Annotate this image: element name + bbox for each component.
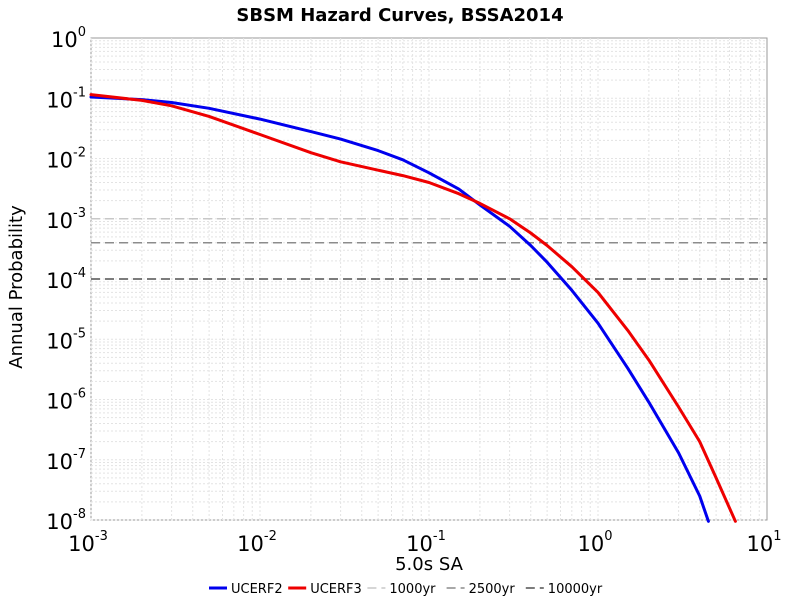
y-tick-labels: 100 10-1 10-2 10-3 10-4 10-5 10-6 10-7 10-8 bbox=[46, 25, 86, 534]
legend-label: 2500yr bbox=[469, 582, 516, 597]
legend-label: UCERF2 bbox=[231, 582, 283, 597]
y-tick-label: 10-6 bbox=[46, 387, 86, 414]
y-tick-label: 10-8 bbox=[46, 507, 86, 534]
legend: UCERF2 UCERF3 1000yr 2500yr 10000yr bbox=[209, 582, 603, 597]
y-tick-label: 10-7 bbox=[46, 447, 86, 474]
x-axis-label: 5.0s SA bbox=[395, 554, 463, 575]
x-tick-labels: 10-3 10-2 10-1 100 101 bbox=[68, 529, 781, 556]
y-tick-label: 10-2 bbox=[46, 146, 86, 173]
x-tick-label: 100 bbox=[577, 529, 612, 556]
series-lines bbox=[89, 93, 737, 523]
y-tick-label: 10-4 bbox=[46, 266, 86, 293]
chart-title: SBSM Hazard Curves, BSSA2014 bbox=[236, 5, 563, 26]
y-tick-label: 10-1 bbox=[46, 85, 86, 112]
series-line-ucerf3 bbox=[89, 93, 737, 523]
x-tick-label: 10-3 bbox=[68, 529, 108, 556]
y-tick-label: 10-5 bbox=[46, 326, 86, 353]
legend-label: UCERF3 bbox=[310, 582, 362, 597]
y-axis-label: Annual Probability bbox=[6, 205, 27, 369]
legend-label: 10000yr bbox=[548, 582, 603, 597]
y-tick-label: 10-3 bbox=[46, 206, 86, 233]
x-tick-label: 101 bbox=[746, 529, 781, 556]
y-tick-label: 100 bbox=[51, 25, 86, 52]
legend-label: 1000yr bbox=[389, 582, 436, 597]
reference-lines bbox=[91, 218, 767, 280]
x-tick-label: 10-2 bbox=[237, 529, 277, 556]
x-tick-label: 10-1 bbox=[406, 529, 446, 556]
